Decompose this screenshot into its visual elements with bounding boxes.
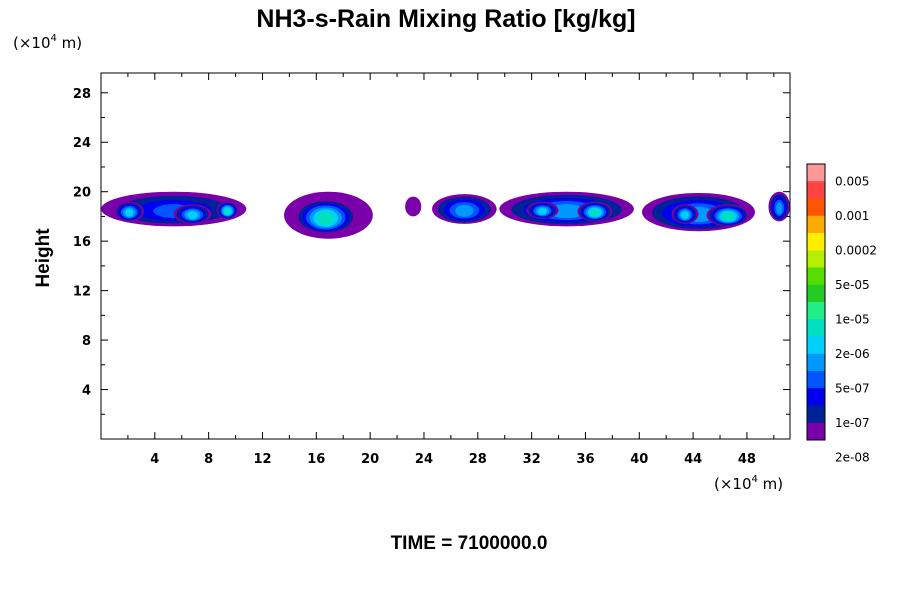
x-tick-label: 20 [361, 452, 379, 467]
colorbar-swatch [807, 215, 825, 234]
x-unit-label: (×104 m) [714, 474, 783, 493]
x-tick-label: 8 [204, 452, 213, 467]
colorbar-label: 2e-08 [835, 450, 870, 464]
x-tick-label: 48 [738, 452, 756, 467]
x-tick-label: 32 [523, 452, 541, 467]
x-unit-suffix: m) [758, 475, 783, 493]
rain-cell-10 [526, 201, 559, 219]
rain-cell-9 [499, 191, 634, 227]
contour-band [722, 212, 735, 221]
rain-cell-8 [432, 194, 497, 224]
y-axis: 4 8 12 16 20 24 28 [73, 87, 790, 415]
colorbar-swatch [807, 405, 825, 424]
y-unit-prefix: (×10 [13, 34, 51, 52]
rain-cell-3 [173, 204, 212, 224]
colorbar-swatch [807, 233, 825, 251]
colorbar-swatch [807, 267, 825, 286]
y-tick-label: 24 [73, 136, 91, 151]
chart-title: NH3-s-Rain Mixing Ratio [kg/kg] [256, 5, 635, 33]
colorbar-swatch [807, 422, 825, 441]
colorbar-label: 5e-05 [835, 278, 870, 292]
contour-band [187, 211, 198, 220]
colorbar-swatch [807, 181, 825, 199]
y-tick-label: 12 [73, 285, 91, 300]
contour-band [317, 211, 335, 226]
rain-cell-14 [706, 204, 750, 227]
x-tick-label: 36 [576, 452, 594, 467]
x-tick-label: 24 [415, 452, 433, 467]
colorbar-swatch [807, 284, 825, 303]
colorbar-swatch [807, 371, 825, 389]
rain-cell-7 [405, 196, 422, 217]
contour-band [125, 208, 134, 217]
y-unit-label: (×104 m) [13, 33, 82, 52]
y-axis-label: Height [33, 228, 54, 288]
contour-band [537, 207, 547, 215]
y-tick-label: 20 [73, 186, 91, 201]
rain-cell-2 [114, 201, 145, 222]
colorbar-label: 0.0002 [835, 243, 877, 257]
data-field [101, 73, 790, 439]
y-tick-label: 16 [73, 235, 91, 250]
y-tick-label: 8 [82, 334, 91, 349]
plot-frame [100, 72, 791, 440]
colorbar-swatch [807, 336, 825, 355]
rain-cell-4 [216, 201, 239, 219]
time-label: TIME = 7100000.0 [391, 533, 548, 554]
colorbar-swatch [807, 198, 825, 217]
rain-cell-13 [671, 204, 699, 224]
x-tick-label: 28 [469, 452, 487, 467]
colorbar-swatch [807, 388, 825, 406]
plot-background [101, 73, 790, 439]
colorbar-label: 0.005 [835, 174, 869, 188]
colorbar-swatch [807, 319, 825, 337]
colorbar-label: 0.001 [835, 209, 869, 223]
rain-cell-15 [768, 191, 790, 222]
x-tick-label: 12 [253, 452, 271, 467]
colorbar-label: 1e-07 [835, 416, 870, 430]
colorbar-swatch [807, 302, 825, 320]
rain-cell-6 [294, 199, 357, 234]
y-tick-label: 28 [73, 87, 91, 102]
colorbar-label: 5e-07 [835, 381, 870, 395]
contour-band [455, 204, 474, 217]
colorbar-label: 2e-06 [835, 347, 870, 361]
colorbar-swatch [807, 164, 825, 182]
y-unit-suffix: m) [57, 34, 82, 52]
x-unit-exponent: 4 [752, 474, 758, 485]
contour-band [224, 207, 231, 215]
x-unit-prefix: (×10 [714, 475, 752, 493]
x-tick-label: 4 [150, 452, 159, 467]
x-tick-label: 16 [307, 452, 325, 467]
contour-band [681, 211, 689, 220]
colorbar: 0.005 0.001 0.0002 5e-05 1e-05 2e-06 5e-07 1e-0… [806, 163, 877, 464]
colorbar-label: 1e-05 [835, 312, 870, 326]
colorbar-swatch [807, 250, 825, 268]
colorbar-swatch [807, 353, 825, 372]
x-tick-label: 40 [630, 452, 648, 467]
rain-cell-11 [577, 201, 613, 222]
x-axis: 4 8 12 16 20 24 28 32 36 40 44 48 [127, 73, 775, 467]
contour-band [776, 202, 783, 215]
y-unit-exponent: 4 [51, 33, 57, 44]
contour-band [589, 208, 600, 217]
contour-band [405, 196, 422, 217]
y-tick-label: 4 [82, 384, 91, 399]
x-tick-label: 44 [684, 452, 702, 467]
colorbar-frame [806, 163, 826, 441]
